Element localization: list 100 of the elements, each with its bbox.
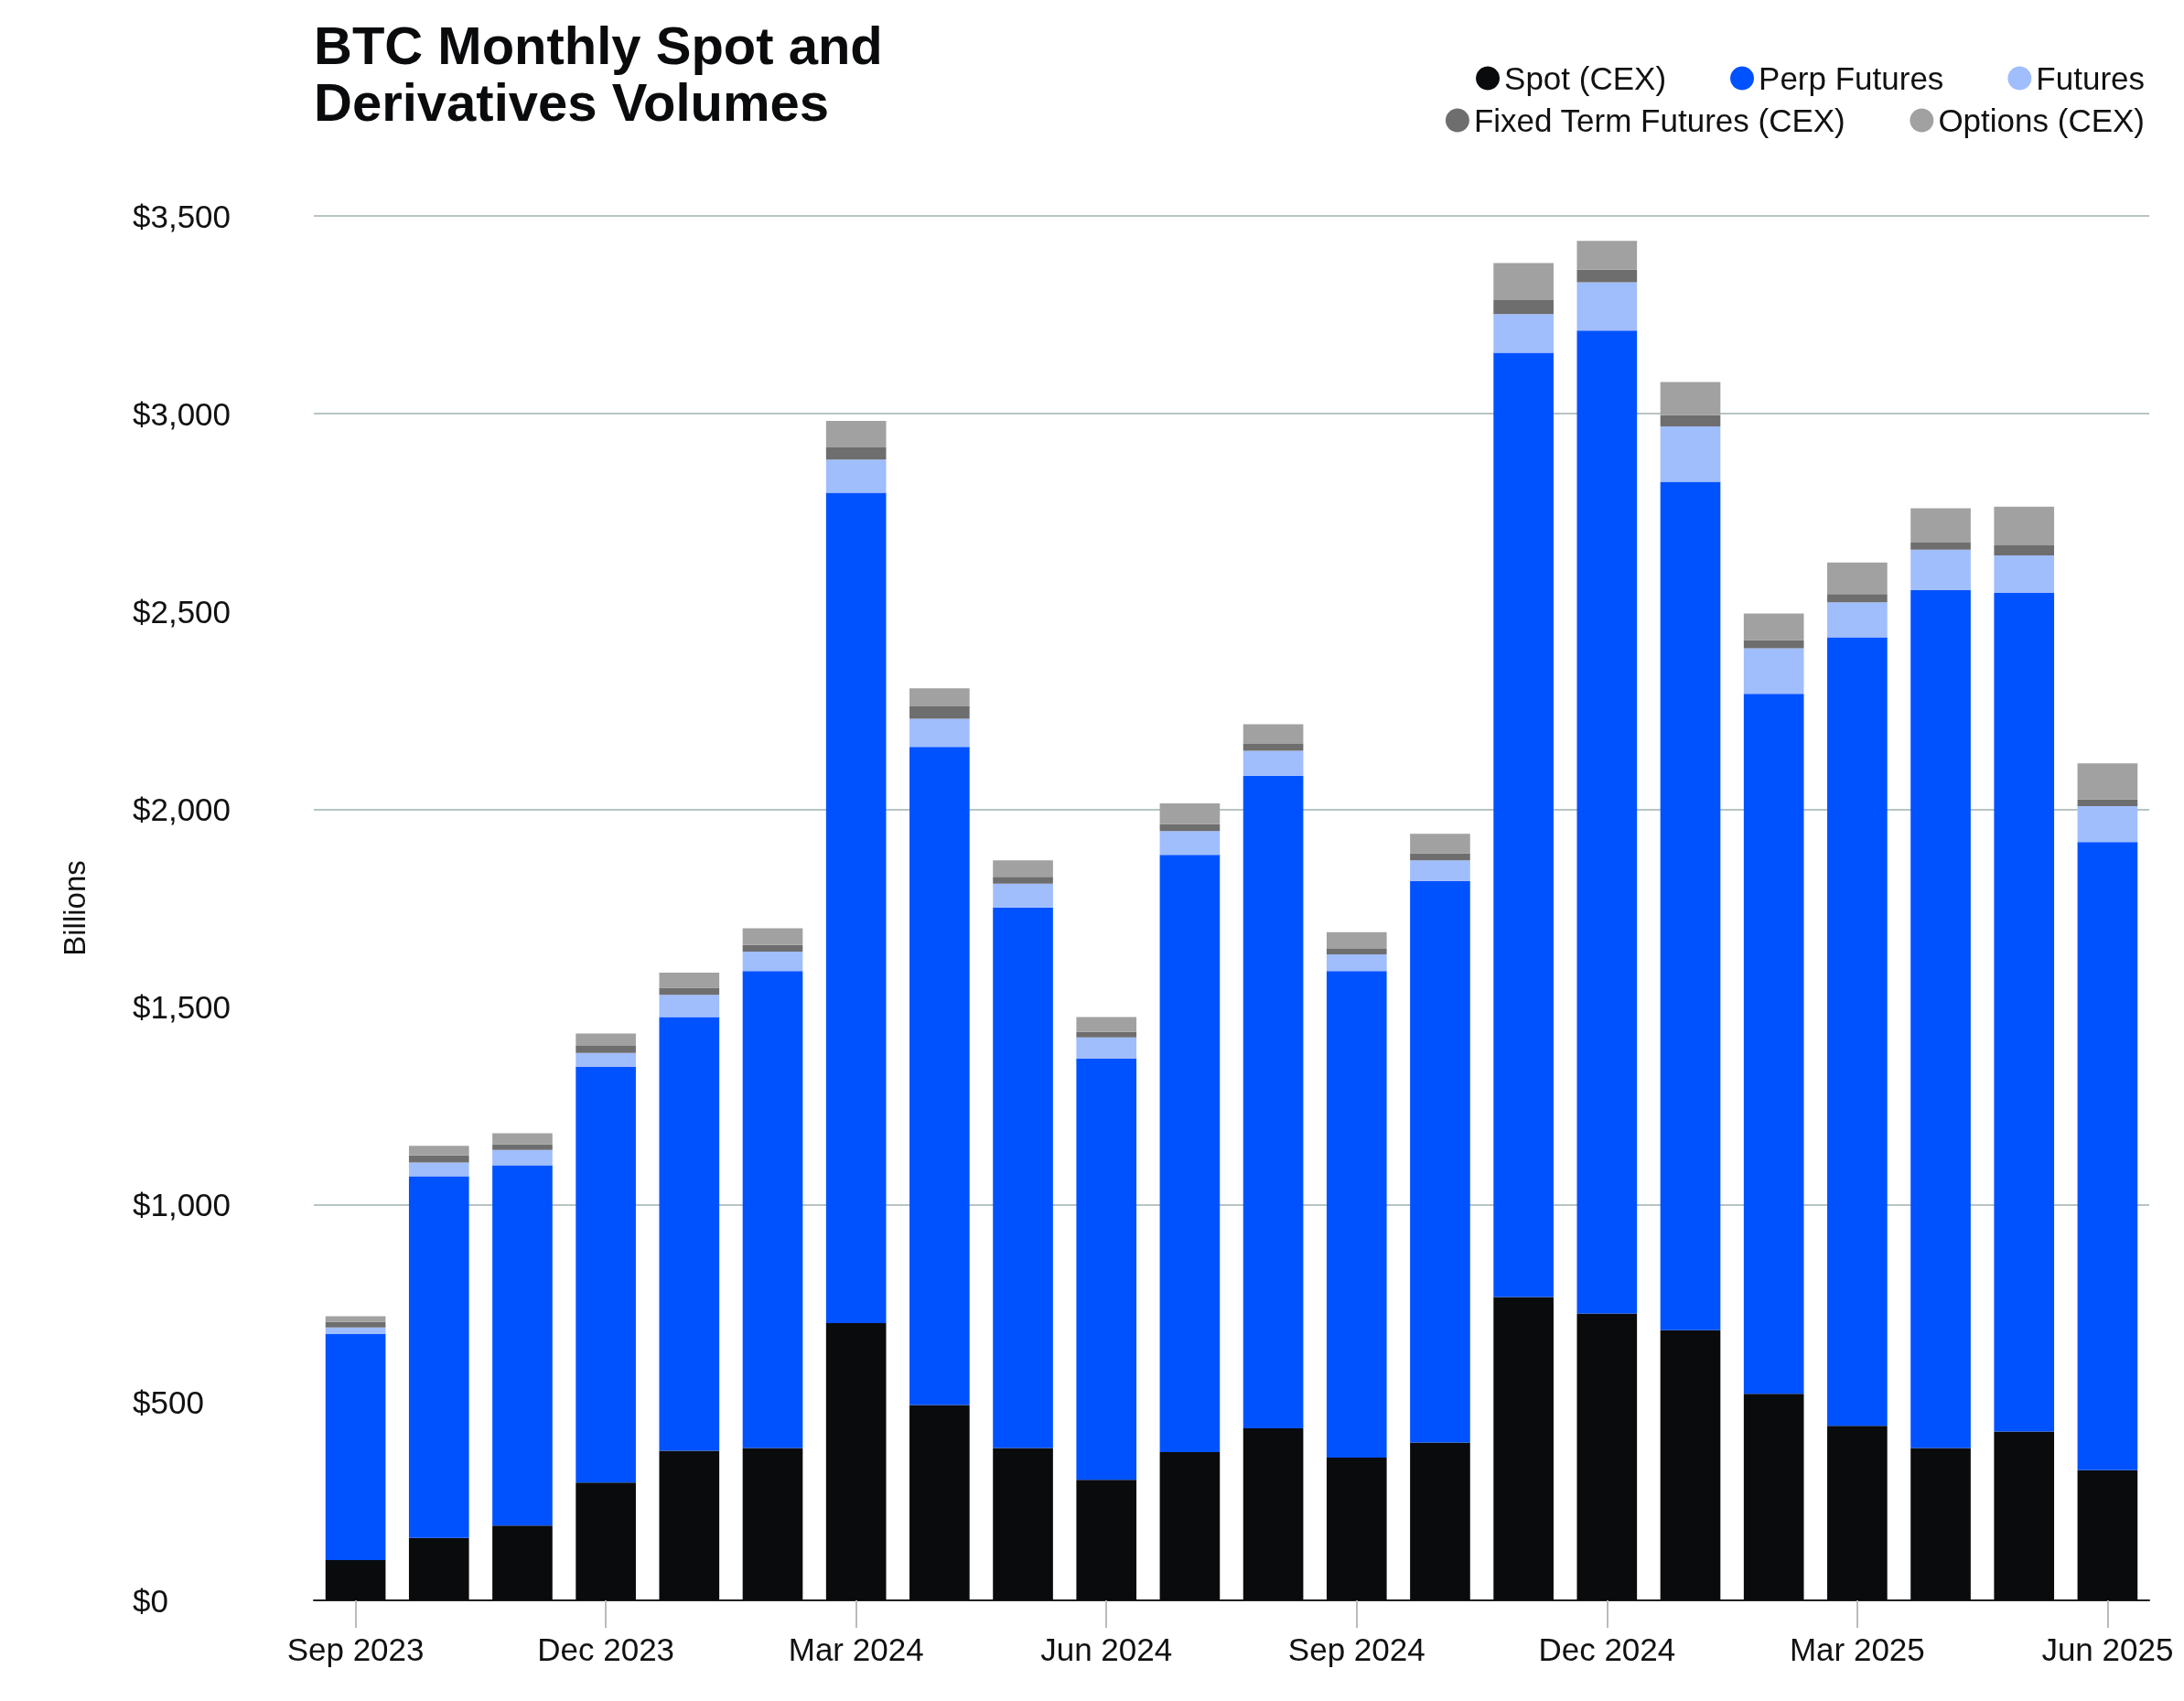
- bar: [1410, 853, 1470, 861]
- bar: [1743, 640, 1804, 649]
- bar: [408, 1537, 469, 1600]
- bar: [1910, 1448, 1971, 1600]
- bar: [1910, 508, 1971, 544]
- bar: [325, 1321, 386, 1328]
- bar: [1994, 592, 2055, 1432]
- bar: [659, 1017, 720, 1451]
- bar: [742, 944, 803, 953]
- bar: [408, 1146, 469, 1156]
- bar: [1243, 775, 1304, 1428]
- bar: [1576, 1313, 1638, 1600]
- bar: [576, 1482, 636, 1600]
- bar: [1159, 824, 1221, 832]
- bar: [909, 718, 970, 748]
- bar: [1827, 602, 1888, 638]
- bar: [1076, 1058, 1137, 1480]
- bar: [1910, 543, 1971, 550]
- bar: [1743, 613, 1804, 641]
- bar: [909, 747, 970, 1405]
- bar: [576, 1052, 636, 1067]
- x-tick-label: Sep 2024: [1287, 1631, 1426, 1667]
- legend-label: Perp Futures: [1759, 60, 1944, 96]
- bar: [1493, 314, 1554, 353]
- bar: [825, 459, 887, 493]
- x-tick-label: Dec 2023: [537, 1631, 675, 1667]
- bar: [325, 1316, 386, 1322]
- bar: [1576, 282, 1638, 331]
- x-tick-label: Mar 2024: [788, 1631, 924, 1667]
- y-axis-title: Billions: [58, 860, 91, 956]
- bar: [1743, 648, 1804, 694]
- bar: [1243, 724, 1304, 745]
- bar: [909, 706, 970, 719]
- bar: [1994, 1431, 2055, 1600]
- bar: [408, 1155, 469, 1163]
- bar: [909, 688, 970, 707]
- bar: [1827, 1426, 1888, 1600]
- bar: [1660, 425, 1721, 482]
- y-tick-label: $1,500: [133, 989, 231, 1026]
- bar: [1994, 506, 2055, 546]
- bar: [325, 1327, 386, 1335]
- bar: [576, 1033, 636, 1046]
- y-tick-label: $2,500: [133, 593, 231, 630]
- bar: [1827, 637, 1888, 1426]
- bar: [492, 1144, 553, 1150]
- bar: [1493, 1297, 1554, 1600]
- bar: [1243, 744, 1304, 751]
- x-tick-label: Dec 2024: [1538, 1631, 1676, 1667]
- bar: [1994, 554, 2055, 593]
- bar: [1326, 1457, 1387, 1600]
- bar: [576, 1045, 636, 1053]
- bar: [1743, 694, 1804, 1394]
- bar: [1326, 931, 1387, 950]
- bar: [1410, 834, 1470, 854]
- bar: [1326, 954, 1387, 972]
- bar: [1159, 855, 1221, 1452]
- bar: [993, 1448, 1053, 1600]
- y-tick-label: $0: [133, 1582, 168, 1619]
- x-tick-label: Sep 2023: [286, 1631, 425, 1667]
- bar: [659, 995, 720, 1017]
- bar: [1493, 300, 1554, 315]
- bar: [1326, 971, 1387, 1458]
- bar: [2077, 799, 2138, 806]
- bar: [1410, 860, 1470, 881]
- bar: [325, 1334, 386, 1560]
- bar: [659, 972, 720, 988]
- bar: [1493, 263, 1554, 301]
- bar: [742, 952, 803, 972]
- bar: [1243, 750, 1304, 776]
- y-tick-label: $3,000: [133, 395, 231, 432]
- bar: [825, 447, 887, 460]
- bar: [1159, 1451, 1221, 1600]
- bar: [2077, 805, 2138, 843]
- bar: [825, 492, 887, 1323]
- bar: [325, 1559, 386, 1600]
- bar: [576, 1066, 636, 1483]
- x-tick-label: Jun 2024: [1040, 1631, 1173, 1667]
- bar: [408, 1176, 469, 1538]
- y-tick-label: $3,500: [133, 198, 231, 234]
- x-tick-label: Mar 2025: [1789, 1631, 1925, 1667]
- bar: [1910, 549, 1971, 590]
- bar: [1576, 269, 1638, 283]
- bar: [993, 907, 1053, 1448]
- bar: [1243, 1427, 1304, 1600]
- bar: [1410, 1442, 1470, 1600]
- bar: [1994, 545, 2055, 555]
- bar: [1660, 1330, 1721, 1600]
- bar: [1076, 1017, 1137, 1032]
- bar: [2077, 842, 2138, 1470]
- bar: [1743, 1394, 1804, 1600]
- bar: [742, 928, 803, 945]
- bar: [1660, 382, 1721, 415]
- bar: [408, 1162, 469, 1177]
- bar: [1827, 562, 1888, 595]
- bar: [1076, 1480, 1137, 1600]
- bar: [659, 1450, 720, 1600]
- bar: [742, 971, 803, 1448]
- bar: [1076, 1031, 1137, 1038]
- bar: [492, 1133, 553, 1145]
- legend-label: Options (CEX): [1938, 102, 2145, 138]
